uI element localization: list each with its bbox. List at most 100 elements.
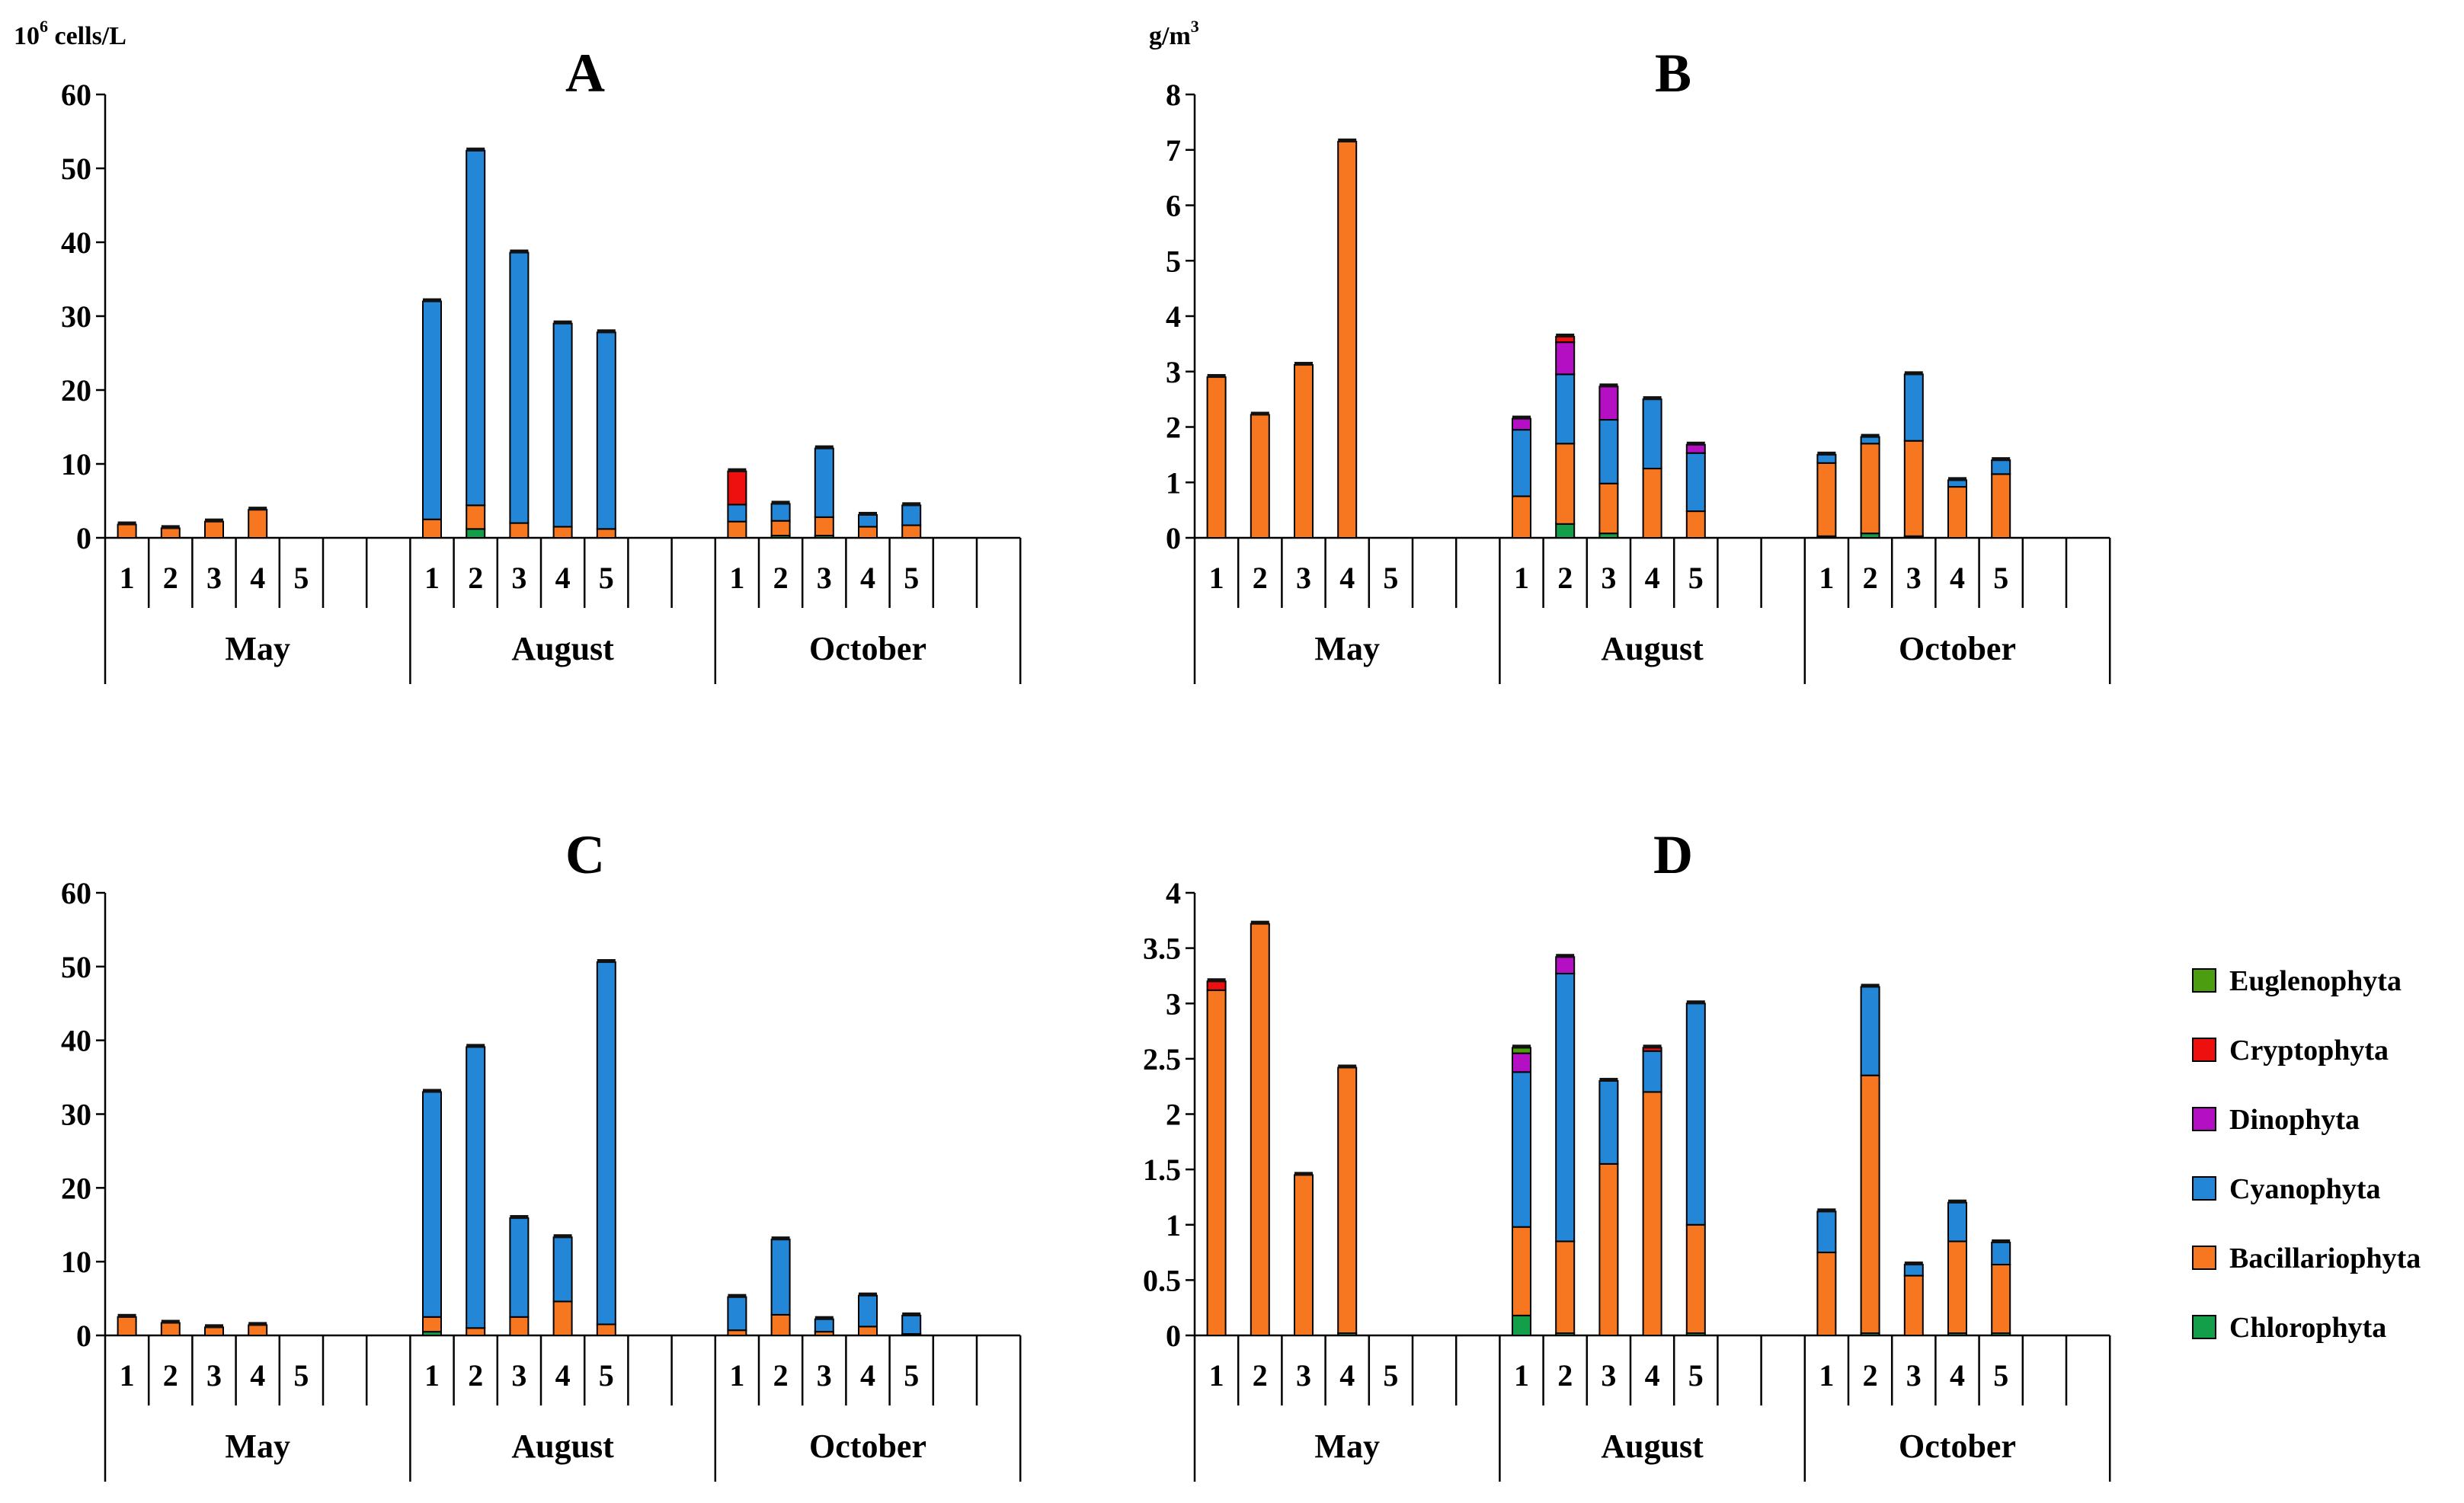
bar-stack (1598, 1077, 1619, 1337)
x-category-label: 1 (1209, 561, 1224, 595)
y-tick-label: 10 (61, 447, 91, 481)
x-group-label: August (511, 630, 614, 667)
panel-title: D (1653, 824, 1693, 885)
legend: Euglenophyta Cryptophyta Dinophyta Cyanophy… (2192, 965, 2421, 1344)
bar-top-cap (553, 1234, 572, 1239)
bar-segment-bacillariophyta (509, 1316, 530, 1336)
bar-stack (1685, 1000, 1706, 1336)
bar-segment-euglenophyta (1512, 1047, 1531, 1054)
bar-segment-cyanophyta (466, 149, 486, 507)
bar-top-cap (597, 329, 616, 334)
y-unit-label: 106 cells/L (14, 17, 126, 50)
x-group-label: October (1899, 630, 2016, 667)
y-tick-label: 50 (61, 152, 91, 186)
bar-top-cap (1294, 1172, 1313, 1176)
bar-top-cap (1904, 371, 1923, 376)
bar-segment-cyanophyta (509, 1217, 530, 1318)
x-category-label: 1 (120, 1358, 135, 1393)
bar-top-cap (814, 445, 834, 449)
bar-stack (117, 521, 137, 539)
bar-segment-bacillariophyta (1512, 495, 1531, 539)
x-category-label: 1 (424, 561, 440, 595)
panel-title: A (565, 43, 605, 104)
x-category-label: 5 (1383, 561, 1398, 595)
x-group-label: October (1899, 1428, 2016, 1465)
bar-segment-cyanophyta (509, 251, 530, 524)
x-category-label: 2 (468, 1358, 483, 1393)
bar-stack (1816, 451, 1837, 539)
bar-stack (160, 525, 181, 539)
x-category-label: 4 (1950, 561, 1965, 595)
bar-segment-bacillariophyta (858, 526, 878, 539)
x-category-label: 4 (860, 1358, 875, 1393)
x-category-label: 2 (163, 1358, 178, 1393)
y-tick-label: 4 (1166, 299, 1181, 334)
bar-segment-cyanophyta (901, 504, 922, 526)
bar-stack (1206, 374, 1227, 539)
legend-label: Dinophyta (2229, 1104, 2360, 1136)
x-category-label: 5 (1993, 561, 2008, 595)
bar-segment-cyanophyta (1555, 373, 1576, 445)
x-category-label: 3 (1296, 1358, 1311, 1393)
y-tick-label: 2 (1166, 411, 1181, 445)
bar-segment-bacillariophyta (1250, 414, 1270, 539)
x-category-label: 4 (555, 1358, 571, 1393)
bar-stack (466, 147, 486, 539)
x-category-label: 1 (1819, 561, 1834, 595)
bar-top-cap (117, 521, 136, 526)
unit-exponent: 6 (40, 17, 48, 36)
bar-top-cap (1817, 1208, 1836, 1213)
bar-stack (204, 518, 224, 539)
bar-segment-bacillariophyta (1250, 923, 1270, 1337)
y-tick-label: 1 (1166, 465, 1181, 500)
bar-segment-bacillariophyta (248, 1324, 268, 1337)
y-tick-label: 20 (61, 373, 91, 408)
y-tick-label: 3 (1166, 355, 1181, 389)
bar-segment-cyanophyta (1555, 973, 1576, 1242)
bar-segment-cyanophyta (1685, 452, 1706, 513)
legend-item-bacillariophyta: Bacillariophyta (2192, 1242, 2421, 1274)
bar-segment-cyanophyta (1947, 1201, 1967, 1242)
legend-swatch (2192, 1315, 2216, 1339)
y-tick-label: 0.5 (1143, 1263, 1181, 1297)
bar-segment-bacillariophyta (552, 1300, 573, 1336)
y-tick-label: 0 (1166, 1319, 1181, 1353)
bar-segment-bacillariophyta (1903, 440, 1924, 537)
bar-segment-bacillariophyta (422, 518, 442, 539)
bar-top-cap (902, 502, 921, 507)
legend-swatch (2192, 1107, 2216, 1131)
bar-top-cap (466, 147, 485, 152)
legend-label: Cryptophyta (2229, 1035, 2389, 1066)
bar-stack (1642, 1044, 1662, 1336)
x-category-label: 2 (468, 561, 483, 595)
bar-top-cap (1643, 1044, 1662, 1049)
bar-segment-cyanophyta (770, 503, 791, 522)
bar-segment-cyanophyta (1816, 1210, 1837, 1254)
y-tick-label: 2 (1166, 1098, 1181, 1132)
x-category-label: 3 (1906, 1358, 1922, 1393)
bar-segment-bacillariophyta (1337, 1066, 1358, 1335)
bar-stack (1816, 1208, 1837, 1336)
bar-stack (1991, 1239, 2011, 1336)
y-tick-label: 7 (1166, 133, 1181, 168)
panel-title: B (1655, 43, 1691, 104)
x-category-label: 1 (120, 561, 135, 595)
bar-top-cap (1861, 433, 1880, 438)
bar-segment-cyanophyta (1685, 1003, 1706, 1226)
y-tick-label: 0 (76, 1319, 91, 1353)
bar-stack (552, 320, 573, 539)
bar-top-cap (423, 1089, 441, 1093)
bar-stack (1337, 138, 1358, 539)
bar-stack (770, 1236, 791, 1337)
bar-stack (160, 1319, 181, 1336)
bar-top-cap (728, 1294, 747, 1298)
bar-segment-cyanophyta (858, 1294, 878, 1328)
legend-item-dinophyta: Dinophyta (2192, 1104, 2360, 1136)
x-category-label: 3 (1601, 1358, 1616, 1393)
bar-segment-dinophyta (1512, 1052, 1531, 1073)
x-category-label: 5 (904, 561, 919, 595)
bar-stack (1250, 920, 1270, 1337)
y-tick-label: 3.5 (1143, 932, 1181, 966)
bar-segment-cyanophyta (1598, 1079, 1619, 1165)
